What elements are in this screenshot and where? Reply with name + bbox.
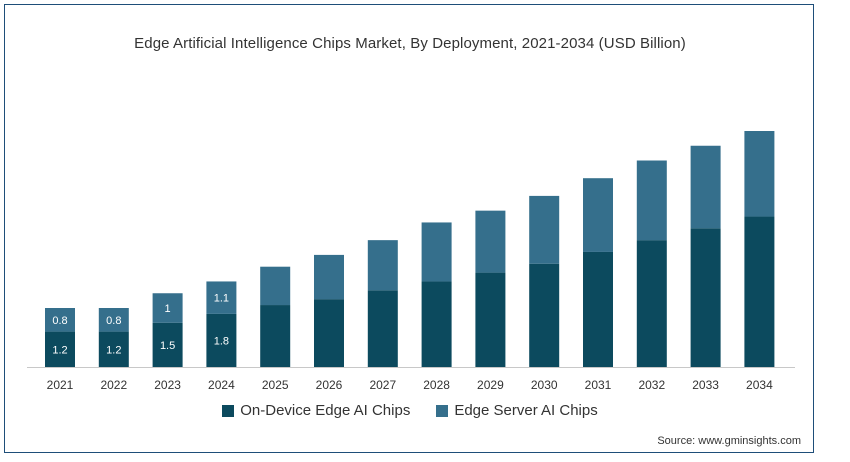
bar-on-device-2033	[690, 228, 721, 367]
bar-on-device-2022	[98, 331, 129, 367]
data-label-edge-server-2022: 0.8	[106, 315, 121, 327]
bar-on-device-2030	[529, 263, 560, 367]
bar-on-device-2027	[367, 290, 398, 367]
data-label-on-device-2024: 1.8	[214, 335, 229, 347]
x-tick-2026: 2026	[316, 378, 343, 392]
x-tick-2031: 2031	[585, 378, 612, 392]
bar-on-device-2031	[583, 251, 613, 367]
bar-edge-server-2029	[475, 210, 506, 273]
bar-edge-server-2021	[45, 308, 75, 332]
bar-edge-server-2032	[636, 160, 667, 241]
bar-edge-server-2030	[529, 195, 560, 264]
legend-swatch-on-device	[222, 404, 235, 417]
bar-edge-server-2022	[98, 308, 129, 332]
data-label-on-device-2021: 1.2	[52, 344, 67, 356]
data-label-on-device-2023: 1.5	[160, 340, 175, 352]
bar-on-device-2028	[421, 281, 452, 367]
x-tick-2028: 2028	[423, 378, 450, 392]
x-tick-2029: 2029	[477, 378, 504, 392]
source-note: Source: www.gminsights.com	[657, 435, 801, 447]
x-tick-2034: 2034	[746, 378, 773, 392]
x-tick-2030: 2030	[531, 378, 558, 392]
bars-group	[45, 131, 775, 367]
x-tick-2024: 2024	[208, 378, 235, 392]
data-label-edge-server-2021: 0.8	[52, 315, 67, 327]
x-tick-2025: 2025	[262, 378, 289, 392]
bar-on-device-2032	[636, 240, 667, 367]
bar-edge-server-2026	[314, 254, 344, 300]
x-tick-2032: 2032	[638, 378, 665, 392]
chart-frame: Edge Artificial Intelligence Chips Marke…	[4, 4, 814, 453]
bar-on-device-2023	[152, 322, 183, 367]
legend-label-edge-server: Edge Server AI Chips	[454, 402, 598, 419]
legend-item-on-device: On-Device Edge AI Chips	[222, 402, 410, 419]
x-tick-2022: 2022	[100, 378, 127, 392]
bar-on-device-2021	[45, 331, 75, 367]
bar-edge-server-2023	[152, 293, 183, 323]
bar-on-device-2024	[206, 313, 237, 367]
bar-edge-server-2031	[583, 178, 613, 252]
legend-swatch-edge-server	[436, 404, 449, 417]
legend-item-edge-server: Edge Server AI Chips	[436, 402, 598, 419]
chart-title: Edge Artificial Intelligence Chips Marke…	[134, 35, 686, 52]
bar-on-device-2029	[475, 272, 506, 367]
bar-edge-server-2034	[744, 131, 775, 217]
bar-edge-server-2027	[367, 240, 398, 291]
x-tick-2023: 2023	[154, 378, 181, 392]
bar-on-device-2026	[314, 299, 344, 367]
bar-on-device-2034	[744, 216, 775, 367]
data-label-edge-server-2023: 1	[165, 303, 171, 315]
data-label-edge-server-2024: 1.1	[214, 293, 229, 305]
chart-plot: 1.20.81.20.81.511.81.1 2021 2022 2023 2024 2…	[27, 131, 795, 392]
legend-label-on-device: On-Device Edge AI Chips	[240, 402, 411, 419]
bar-edge-server-2033	[690, 145, 721, 229]
bar-on-device-2025	[260, 305, 291, 367]
x-tick-2021: 2021	[47, 378, 74, 392]
data-label-on-device-2022: 1.2	[106, 344, 121, 356]
legend: On-Device Edge AI Chips Edge Server AI C…	[5, 402, 815, 419]
x-tick-labels: 2021 2022 2023 2024 2025 2026 2027 2028 2029 2030…	[47, 378, 773, 392]
data-labels-group: 1.2 0.8 1.2 0.8 1.5 1 1.8 1.1	[52, 293, 229, 357]
bar-edge-server-2024	[206, 281, 237, 314]
bar-edge-server-2028	[421, 222, 452, 282]
x-tick-2027: 2027	[369, 378, 396, 392]
bar-edge-server-2025	[260, 266, 291, 306]
x-tick-2033: 2033	[692, 378, 719, 392]
